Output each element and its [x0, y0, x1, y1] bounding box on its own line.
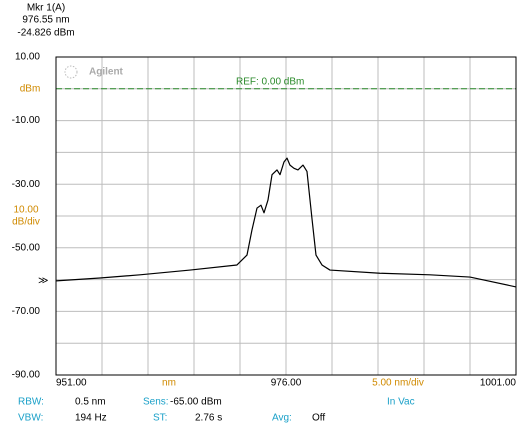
reference-label: REF: 0.00 dBm: [236, 76, 304, 87]
x-scale: 5.00 nm/div: [372, 378, 424, 389]
status-label: ST:: [153, 413, 167, 424]
y-tick-label: -90.00: [12, 370, 41, 381]
status-label: Sens:: [143, 397, 169, 408]
status-value: Off: [312, 413, 325, 424]
status-value: 2.76 s: [195, 413, 222, 424]
y-tick-label: -30.00: [12, 179, 41, 190]
logo: Agilent: [64, 65, 124, 79]
y-tick-label: -70.00: [12, 306, 41, 317]
status-label: VBW:: [18, 413, 43, 424]
x-tick-label: 976.00: [271, 378, 302, 389]
y-tick-label: -50.00: [12, 242, 41, 253]
status-value: In Vac: [387, 397, 415, 408]
status-value: 0.5 nm: [75, 397, 106, 408]
y-scale: 10.00: [13, 205, 38, 216]
y-unit: dBm: [20, 84, 41, 95]
x-unit: nm: [162, 378, 176, 389]
trace-indicator: ≫: [38, 276, 48, 287]
x-tick-label: 951.00: [56, 378, 87, 389]
status-label: RBW:: [18, 397, 44, 408]
logo-mark: [64, 65, 78, 79]
marker-x: 976.55 nm: [22, 15, 69, 26]
x-tick-label: 1001.00: [480, 378, 517, 389]
plot-frame: [55, 56, 517, 376]
y-scale-unit: dB/div: [12, 217, 40, 228]
y-tick-label: -10.00: [12, 115, 41, 126]
status-value: -65.00 dBm: [170, 397, 222, 408]
marker-name: Mkr 1(A): [27, 3, 65, 14]
marker-y: -24.826 dBm: [17, 28, 74, 39]
y-tick-label: 10.00: [15, 52, 40, 63]
status-label: Avg:: [272, 413, 292, 424]
trace: [55, 157, 517, 288]
status-value: 194 Hz: [75, 413, 107, 424]
logo-text: Agilent: [89, 67, 124, 78]
